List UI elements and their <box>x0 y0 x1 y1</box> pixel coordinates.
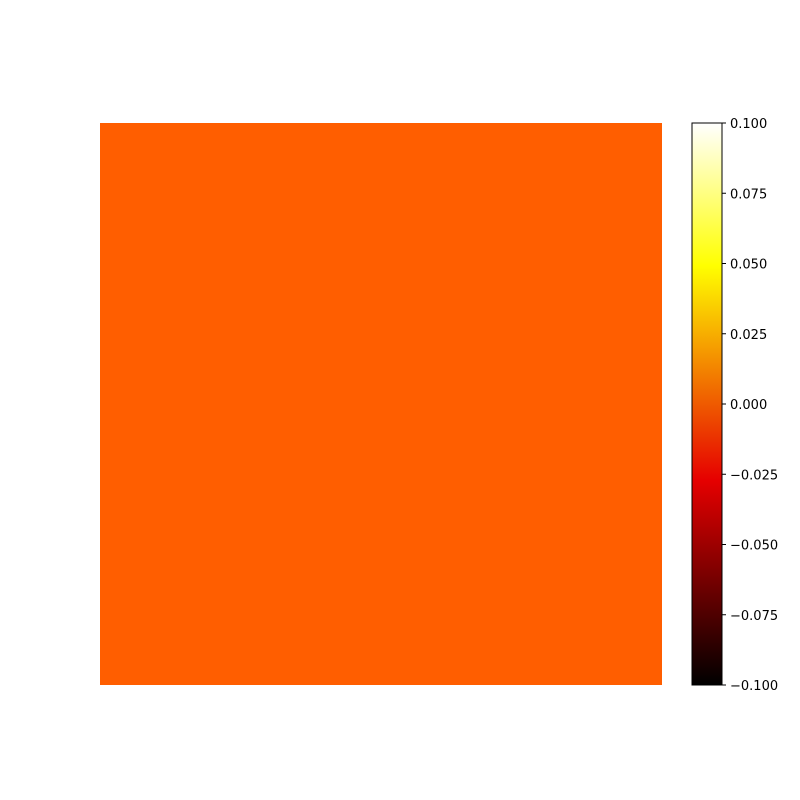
colorbar-tick-label: 0.100 <box>730 117 767 132</box>
colorbar-tick-label: −0.100 <box>730 679 778 694</box>
colorbar-tick-label: 0.050 <box>730 258 767 273</box>
colorbar <box>691 122 723 686</box>
colorbar-ticks: 0.100 0.075 0.050 0.025 0.000 −0.025 −0.050 −0.… <box>722 117 778 694</box>
colorbar-tick-label: 0.075 <box>730 187 767 202</box>
colorbar-tick-label: −0.025 <box>730 468 778 483</box>
colorbar-tick-label: −0.050 <box>730 539 778 554</box>
heatmap-cell <box>100 123 662 685</box>
colorbar-tick-label: 0.025 <box>730 328 767 343</box>
heatmap-image <box>100 123 662 685</box>
colorbar-tick-label: 0.000 <box>730 398 767 413</box>
colorbar-tick-label: −0.075 <box>730 609 778 624</box>
